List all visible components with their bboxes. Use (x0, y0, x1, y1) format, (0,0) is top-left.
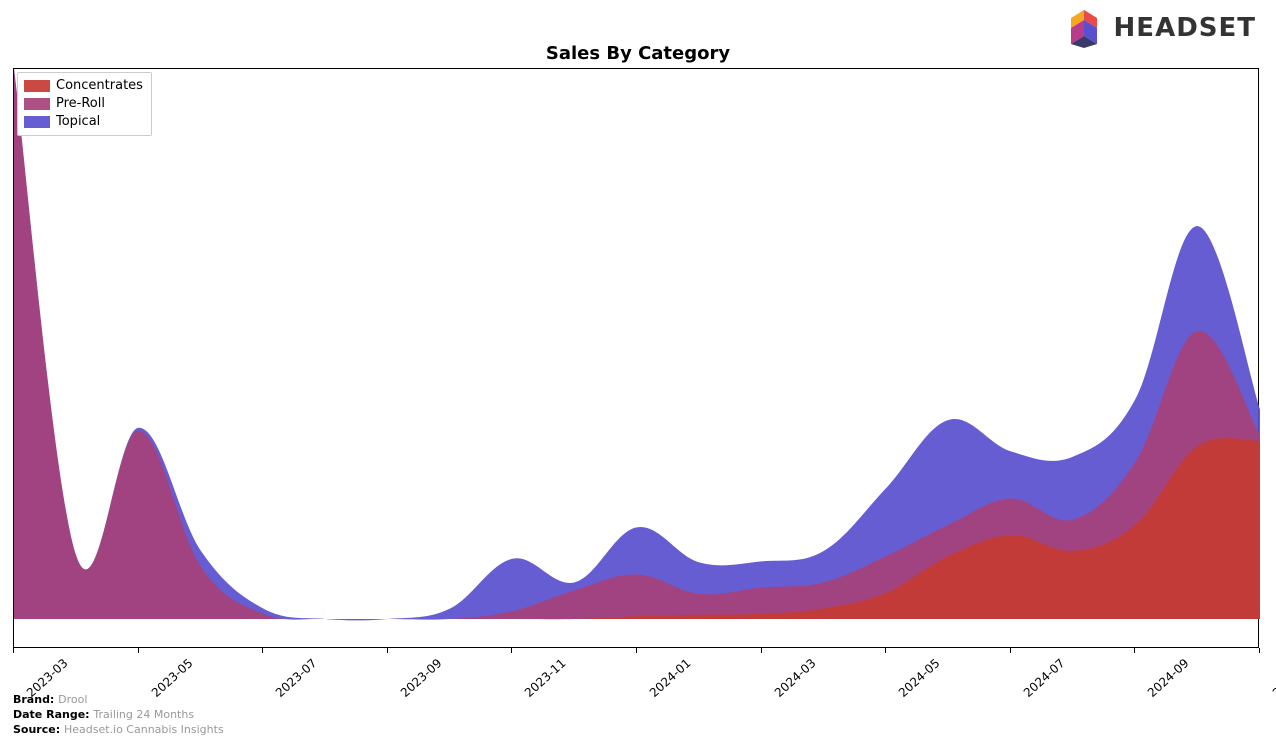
x-tick-label: 2024-01 (647, 656, 694, 700)
chart-plot-area: ConcentratesPre-RollTopical (13, 68, 1259, 648)
meta-label: Date Range: (13, 708, 93, 721)
x-tick-mark (387, 648, 388, 653)
chart-legend: ConcentratesPre-RollTopical (17, 72, 152, 136)
chart-metadata: Brand: DroolDate Range: Trailing 24 Mont… (13, 692, 224, 737)
meta-label: Brand: (13, 693, 58, 706)
x-tick-label: 2023-09 (398, 656, 445, 700)
legend-item-concentrates: Concentrates (24, 77, 143, 95)
legend-label: Pre-Roll (56, 95, 105, 113)
headset-logo: HEADSET (1062, 6, 1256, 50)
legend-item-pre-roll: Pre-Roll (24, 95, 143, 113)
x-tick-mark (1134, 648, 1135, 653)
meta-row: Date Range: Trailing 24 Months (13, 707, 224, 722)
legend-swatch (24, 98, 50, 110)
x-tick-mark (511, 648, 512, 653)
x-tick-label: 2024-09 (1145, 656, 1192, 700)
headset-logo-icon (1062, 6, 1106, 50)
x-tick-label: 2024-11 (1270, 656, 1276, 700)
headset-logo-text: HEADSET (1114, 13, 1256, 43)
x-tick-mark (1010, 648, 1011, 653)
x-tick-mark (1259, 648, 1260, 653)
meta-value: Headset.io Cannabis Insights (64, 723, 224, 736)
meta-value: Drool (58, 693, 87, 706)
x-tick-label: 2024-05 (896, 656, 943, 700)
x-tick-mark (138, 648, 139, 653)
meta-row: Source: Headset.io Cannabis Insights (13, 722, 224, 737)
legend-swatch (24, 80, 50, 92)
meta-value: Trailing 24 Months (93, 708, 194, 721)
legend-label: Topical (56, 113, 100, 131)
x-tick-mark (636, 648, 637, 653)
x-tick-mark (262, 648, 263, 653)
x-tick-mark (761, 648, 762, 653)
legend-item-topical: Topical (24, 113, 143, 131)
area-chart-svg (14, 69, 1260, 649)
x-tick-label: 2024-03 (771, 656, 818, 700)
x-tick-label: 2023-11 (522, 656, 569, 700)
legend-label: Concentrates (56, 77, 143, 95)
meta-label: Source: (13, 723, 64, 736)
legend-swatch (24, 116, 50, 128)
x-tick-label: 2023-07 (273, 656, 320, 700)
x-tick-mark (13, 648, 14, 653)
meta-row: Brand: Drool (13, 692, 224, 707)
x-tick-mark (885, 648, 886, 653)
x-tick-label: 2024-07 (1021, 656, 1068, 700)
chart-title: Sales By Category (546, 43, 730, 64)
